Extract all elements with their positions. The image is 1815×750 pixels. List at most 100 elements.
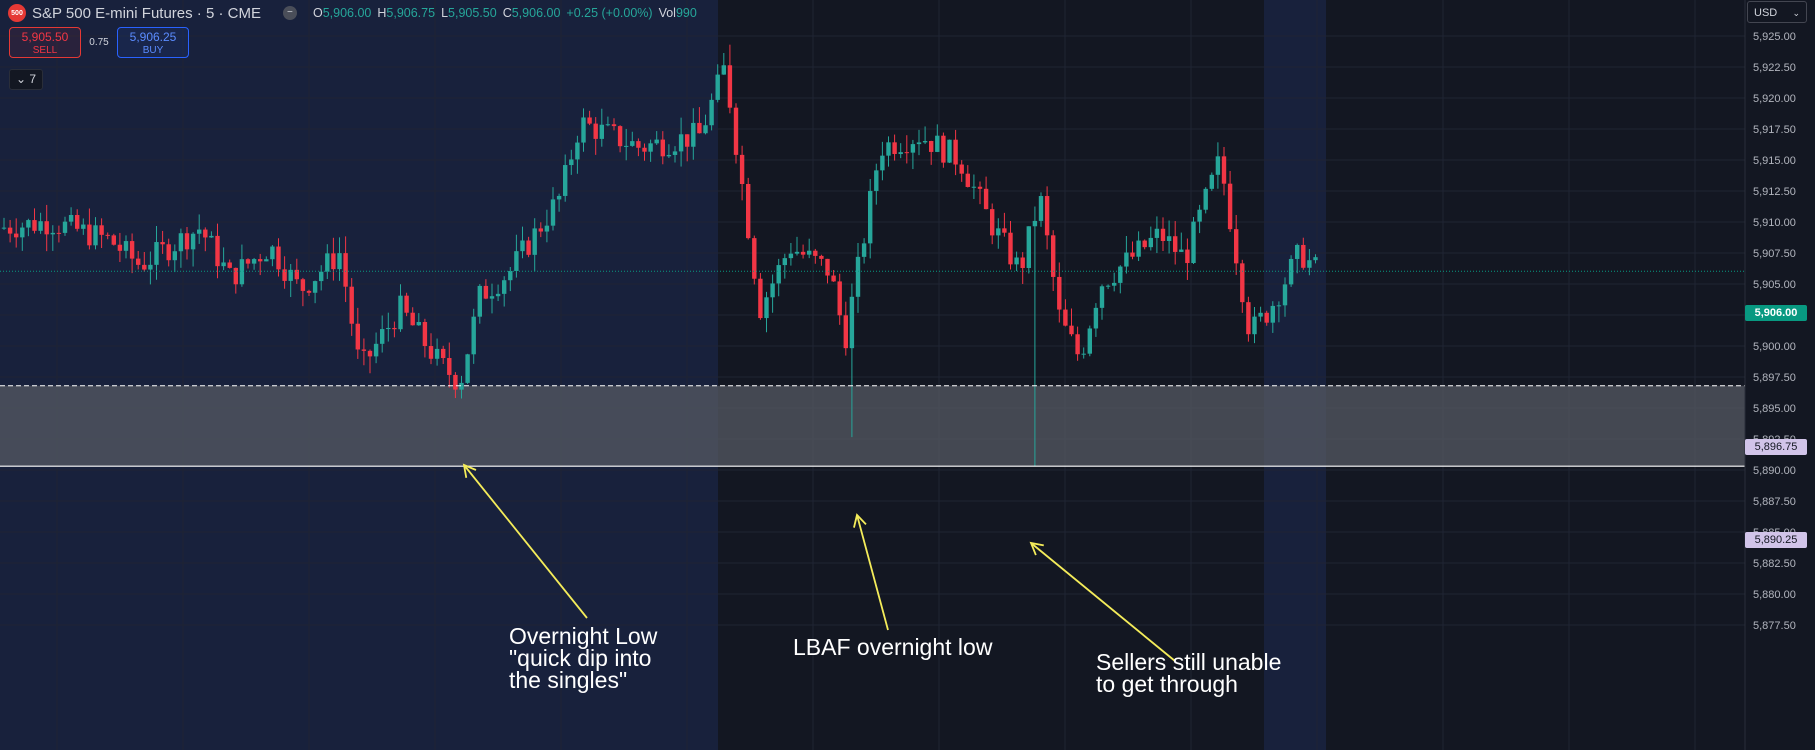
candle-body xyxy=(953,139,958,165)
candle xyxy=(239,244,245,287)
candle xyxy=(569,149,574,175)
candle-body xyxy=(660,139,665,157)
annotation-overnight-low[interactable]: Overnight Low "quick dip into the single… xyxy=(509,625,657,692)
candle xyxy=(81,218,86,235)
candle-body xyxy=(1221,156,1227,184)
candle-body xyxy=(910,144,916,153)
collapse-legend-button[interactable]: − xyxy=(282,6,297,20)
ohlc-values: O5,906.00 H5,906.75 L5,905.50 C5,906.00 … xyxy=(313,6,697,20)
sell-button[interactable]: 5,905.50 SELL xyxy=(9,27,81,58)
candle xyxy=(129,233,135,274)
candle xyxy=(343,236,348,303)
candle xyxy=(325,244,330,280)
candle-body xyxy=(1038,196,1044,221)
candle-body xyxy=(1295,244,1300,259)
candle xyxy=(1069,308,1074,337)
annotation-lbaf[interactable]: LBAF overnight low xyxy=(793,634,993,660)
candle xyxy=(916,129,922,156)
candle xyxy=(1258,306,1263,322)
chevron-down-icon: ⌄ xyxy=(1792,8,1800,18)
candle-body xyxy=(947,139,952,163)
candle xyxy=(1160,217,1166,251)
candle-body xyxy=(1270,305,1275,323)
candle-body xyxy=(136,258,141,265)
candle xyxy=(367,349,373,374)
candle-body xyxy=(87,224,92,246)
buy-button[interactable]: 5,906.25 BUY xyxy=(117,27,189,58)
candle xyxy=(672,146,678,163)
candle-body xyxy=(129,241,135,259)
candle-body xyxy=(453,374,458,390)
candle-body xyxy=(800,251,806,255)
candle-body xyxy=(813,250,818,256)
spread-value: 0.75 xyxy=(89,37,109,48)
candle xyxy=(87,208,92,250)
candle-body xyxy=(270,246,275,260)
candle xyxy=(300,277,306,307)
arrow-head xyxy=(1029,541,1044,556)
candle xyxy=(142,251,147,272)
symbol-title[interactable]: S&P 500 E-mini Futures · 5 · CME xyxy=(32,4,261,22)
candle-body xyxy=(831,275,836,282)
candle-body xyxy=(1301,244,1306,268)
candle-body xyxy=(904,152,909,154)
candle-body xyxy=(300,279,306,291)
price-tick-label: 5,897.50 xyxy=(1753,372,1796,384)
currency-select[interactable]: USD ⌄ xyxy=(1747,1,1807,23)
candle-body xyxy=(349,286,354,324)
symbol-badge[interactable]: 500 xyxy=(8,4,26,22)
candle-body xyxy=(233,267,238,285)
candle xyxy=(678,117,684,167)
open-value: 5,906.00 xyxy=(322,6,372,20)
price-tick-label: 5,895.00 xyxy=(1753,403,1796,415)
candle-body xyxy=(44,221,49,235)
candle-body xyxy=(7,227,13,234)
candle-body xyxy=(441,348,446,359)
candle-body xyxy=(380,329,385,344)
annotation-line: "quick dip into xyxy=(509,645,652,671)
candle xyxy=(68,207,74,226)
candle xyxy=(983,176,989,210)
candle xyxy=(788,242,794,266)
candle xyxy=(404,292,409,317)
candle xyxy=(977,181,983,205)
level-label-lower[interactable]: 5,890.25 xyxy=(1745,532,1807,548)
candle-body xyxy=(581,117,586,143)
candle-body xyxy=(197,229,202,234)
candle-body xyxy=(1197,209,1202,222)
annotation-line: LBAF overnight low xyxy=(793,634,993,660)
candle-body xyxy=(1118,266,1123,283)
candle xyxy=(1112,272,1117,292)
candle xyxy=(807,238,812,259)
candle xyxy=(800,244,806,259)
candle xyxy=(1313,254,1318,264)
candle xyxy=(666,144,672,159)
current-price-label: 5,906.00 xyxy=(1745,305,1807,321)
candle-body xyxy=(983,188,989,210)
candle-body xyxy=(434,348,440,359)
candle-body xyxy=(288,269,293,281)
candle xyxy=(398,284,403,332)
candle-body xyxy=(50,232,55,235)
annotation-sellers[interactable]: Sellers still unable to get through xyxy=(1096,651,1281,696)
candle xyxy=(50,225,55,251)
candle-body xyxy=(32,220,37,231)
candle-body xyxy=(996,228,1001,236)
candle xyxy=(556,193,562,212)
candle xyxy=(1307,249,1312,276)
candle xyxy=(941,132,946,168)
price-tick-label: 5,905.00 xyxy=(1753,279,1796,291)
candle-body xyxy=(971,186,977,188)
candle xyxy=(849,283,855,438)
candle xyxy=(209,231,214,238)
level-label-upper[interactable]: 5,896.75 xyxy=(1745,439,1807,455)
candle-body xyxy=(880,155,885,171)
indicators-toggle[interactable]: ⌄ 7 xyxy=(9,69,44,90)
candle-body xyxy=(654,139,659,144)
support-zone xyxy=(0,385,1745,467)
candle-body xyxy=(178,233,184,252)
price-tick-label: 5,877.50 xyxy=(1753,620,1796,632)
candle xyxy=(38,212,43,234)
candle xyxy=(746,177,751,240)
